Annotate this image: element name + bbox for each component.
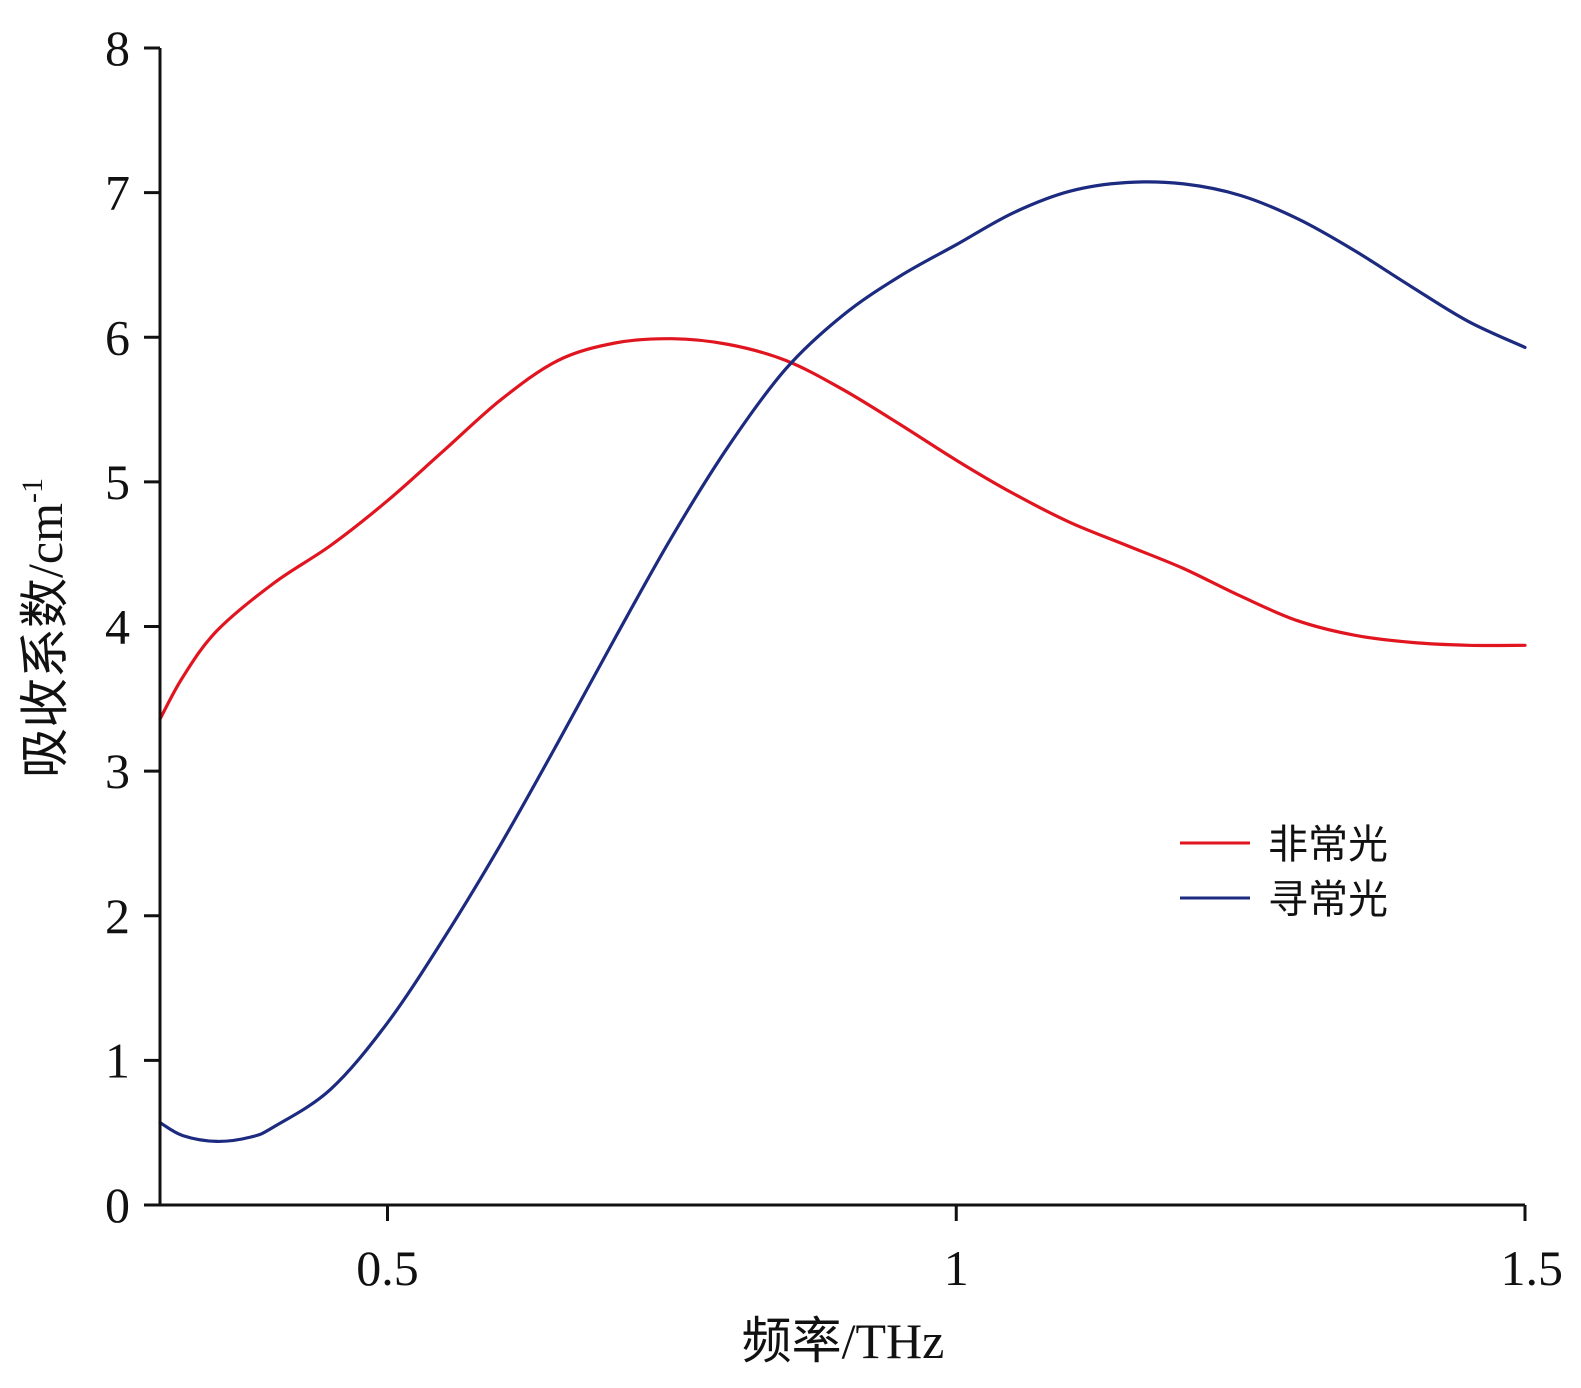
legend: 非常光 寻常光: [1180, 822, 1388, 922]
y-tick-label-3: 3: [105, 743, 130, 799]
y-tick-label-8: 8: [105, 20, 130, 76]
y-axis-title-main: 吸收系数/cm: [17, 503, 73, 778]
x-tick-label-0: 0.5: [356, 1240, 419, 1296]
x-tick-label-2: 1.5: [1501, 1240, 1564, 1296]
y-axis-title: 吸收系数/cm-1: [16, 478, 73, 778]
x-tick-label-1: 1: [944, 1240, 969, 1296]
y-tick-label-0: 0: [105, 1177, 130, 1233]
series-line-1: [158, 337, 1527, 721]
y-tick-label-4: 4: [105, 599, 130, 655]
ticks: 0 1 2 3 4 5 6 7 8 0.5 1 1.5: [105, 20, 1563, 1296]
y-tick-label-7: 7: [105, 165, 130, 221]
y-tick-label-6: 6: [105, 309, 130, 365]
y-tick-label-5: 5: [105, 454, 130, 510]
x-axis-title: 频率/THz: [742, 1313, 945, 1369]
legend-label-series-1: 非常光: [1268, 822, 1388, 867]
y-tick-label-1: 1: [105, 1032, 130, 1088]
y-axis-title-superscript: -1: [16, 478, 49, 503]
legend-label-series-2: 寻常光: [1268, 877, 1388, 922]
series-line-2: [158, 180, 1527, 1144]
y-tick-label-2: 2: [105, 888, 130, 944]
series-layer: [158, 180, 1527, 1144]
